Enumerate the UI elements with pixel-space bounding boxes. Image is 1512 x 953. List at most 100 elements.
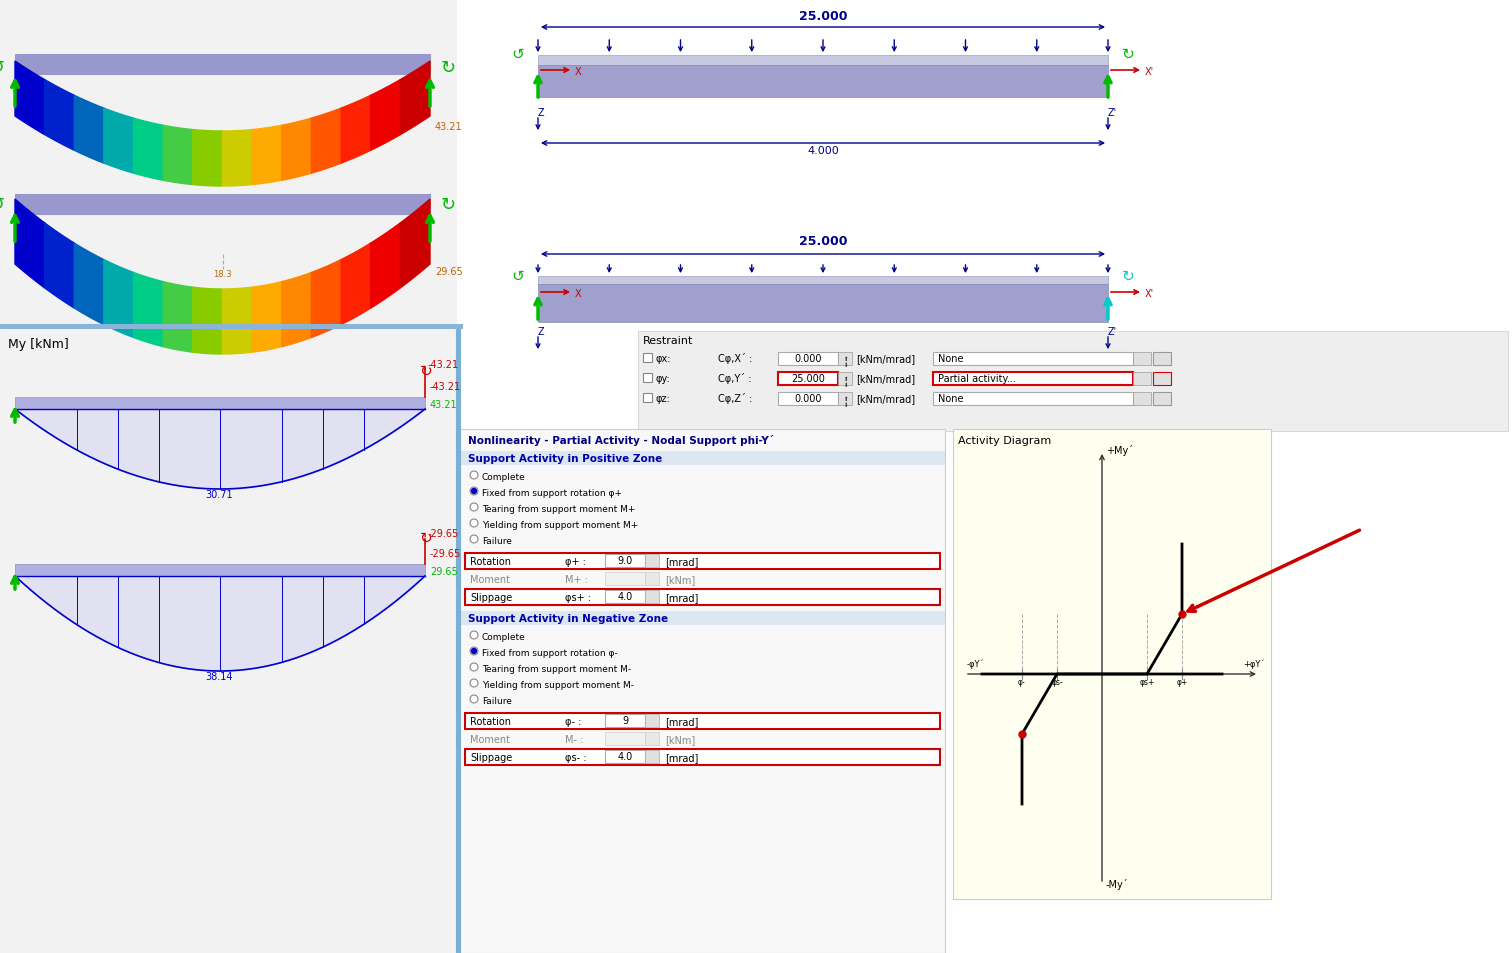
Bar [605, 750, 646, 763]
Text: Tearing from support moment M+: Tearing from support moment M+ [482, 504, 635, 514]
Bar [605, 573, 646, 585]
Bar [953, 430, 1272, 899]
Text: Support Activity in Negative Zone: Support Activity in Negative Zone [469, 614, 668, 623]
Bar [1154, 393, 1170, 406]
Text: M+ :: M+ : [565, 575, 588, 584]
Text: ↺: ↺ [0, 195, 5, 213]
Circle shape [470, 647, 478, 656]
Text: [kNm/mrad]: [kNm/mrad] [856, 374, 915, 384]
Text: Nonlinearity - Partial Activity - Nodal Support phi-Y´: Nonlinearity - Partial Activity - Nodal … [469, 435, 774, 446]
Text: None: None [937, 354, 963, 364]
Text: Moment: Moment [470, 734, 510, 744]
Bar [466, 749, 940, 765]
Bar [15, 397, 425, 410]
Text: [kNm/mrad]: [kNm/mrad] [856, 354, 915, 364]
Bar [466, 589, 940, 605]
Circle shape [472, 489, 476, 494]
Bar [646, 714, 659, 727]
Bar [460, 612, 945, 625]
Bar [538, 66, 1108, 98]
Bar [538, 56, 1108, 66]
Polygon shape [194, 288, 222, 355]
Circle shape [470, 503, 478, 512]
Bar [646, 732, 659, 745]
Text: 25.000: 25.000 [798, 234, 847, 248]
Bar [643, 394, 652, 402]
Text: Z': Z' [1108, 108, 1117, 118]
Polygon shape [104, 260, 133, 338]
Text: Z': Z' [1108, 327, 1117, 336]
Bar [605, 714, 646, 727]
Text: [mrad]: [mrad] [665, 752, 699, 762]
Text: φs+: φs+ [1140, 678, 1155, 686]
Circle shape [470, 663, 478, 671]
Polygon shape [133, 274, 163, 347]
Text: My [kNm]: My [kNm] [8, 337, 68, 351]
Polygon shape [222, 288, 253, 355]
Polygon shape [311, 260, 342, 338]
Text: 29.65: 29.65 [435, 267, 463, 276]
Text: [kNm]: [kNm] [665, 575, 696, 584]
Polygon shape [401, 200, 429, 289]
Bar [638, 332, 1507, 432]
Polygon shape [45, 80, 74, 152]
Polygon shape [74, 244, 104, 325]
Polygon shape [253, 282, 281, 353]
Bar [838, 353, 851, 366]
Text: -φY´: -φY´ [968, 659, 984, 668]
Text: φs- :: φs- : [565, 752, 587, 762]
Bar [466, 713, 940, 729]
Bar [1132, 393, 1151, 406]
Bar [15, 55, 429, 75]
Bar [457, 330, 460, 953]
Bar [779, 373, 838, 386]
Text: ↺: ↺ [0, 59, 5, 77]
Bar [646, 750, 659, 763]
Bar [933, 353, 1132, 366]
Text: 4.000: 4.000 [807, 146, 839, 156]
Bar [1132, 353, 1151, 366]
Text: 18.3: 18.3 [213, 270, 231, 278]
Text: Cφ,X´ :: Cφ,X´ : [718, 353, 753, 364]
Text: X: X [575, 289, 582, 298]
Text: 25.000: 25.000 [798, 10, 847, 23]
Text: Restraint: Restraint [643, 335, 694, 346]
Text: ↻: ↻ [420, 364, 432, 378]
Circle shape [470, 519, 478, 527]
Bar [15, 194, 429, 214]
Text: Support Activity in Positive Zone: Support Activity in Positive Zone [469, 454, 662, 463]
Text: [mrad]: [mrad] [665, 717, 699, 726]
Bar [605, 555, 646, 567]
Bar [933, 393, 1132, 406]
Text: ↺: ↺ [511, 47, 525, 62]
Text: 43.21: 43.21 [429, 399, 458, 410]
Bar [646, 573, 659, 585]
Polygon shape [104, 109, 133, 174]
Polygon shape [401, 62, 429, 135]
Text: X': X' [1145, 289, 1154, 298]
Text: Complete: Complete [482, 473, 526, 481]
Text: [mrad]: [mrad] [665, 557, 699, 566]
Text: Cφ,Z´ :: Cφ,Z´ : [718, 393, 753, 403]
Polygon shape [342, 244, 370, 325]
Text: Failure: Failure [482, 537, 513, 545]
Polygon shape [311, 109, 342, 174]
Text: Rotation: Rotation [470, 557, 511, 566]
Circle shape [470, 472, 478, 479]
Bar [1132, 373, 1151, 386]
Text: φ-: φ- [1018, 678, 1025, 686]
Bar [605, 732, 646, 745]
Text: 25.000: 25.000 [791, 374, 826, 384]
Text: ↻: ↻ [1122, 47, 1134, 62]
Text: Yielding from support moment M+: Yielding from support moment M+ [482, 520, 638, 530]
Text: +My´: +My´ [1105, 444, 1132, 456]
Text: [mrad]: [mrad] [665, 593, 699, 602]
Polygon shape [45, 224, 74, 309]
Text: -My´: -My´ [1105, 878, 1128, 889]
Bar [460, 430, 945, 953]
Text: [kNm]: [kNm] [665, 734, 696, 744]
Text: ↻: ↻ [420, 531, 432, 545]
Text: Slippage: Slippage [470, 752, 513, 762]
Bar [460, 0, 1512, 953]
Polygon shape [133, 119, 163, 181]
